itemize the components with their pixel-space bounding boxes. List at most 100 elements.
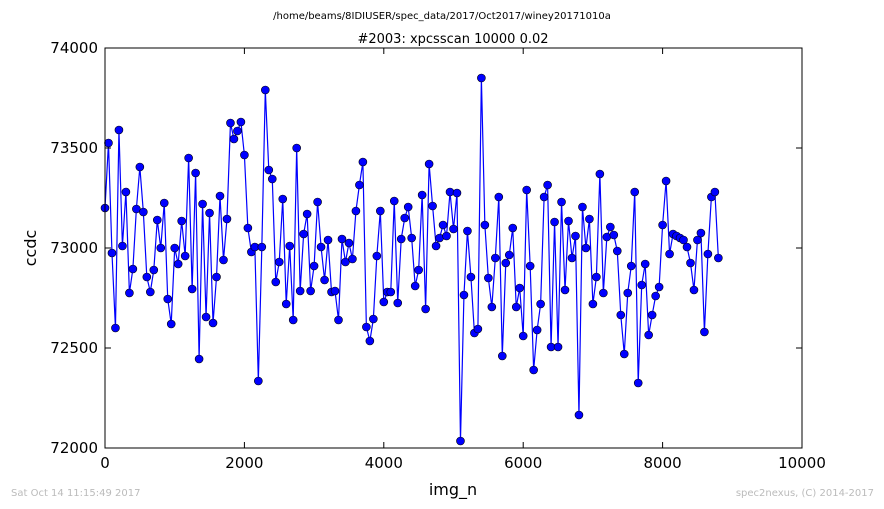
data-point	[424, 159, 434, 169]
data-point	[539, 192, 549, 202]
data-point	[504, 250, 514, 260]
data-point	[320, 275, 329, 285]
data-point	[431, 241, 441, 251]
data-point	[571, 231, 580, 241]
data-point	[337, 234, 347, 244]
data-point	[466, 272, 476, 282]
data-point	[497, 351, 507, 361]
data-point	[501, 258, 511, 268]
y-tick-label: 74000	[50, 39, 98, 57]
x-tick-label: 8000	[644, 454, 682, 472]
data-point	[372, 251, 382, 261]
data-point	[396, 234, 406, 244]
data-point	[163, 294, 173, 304]
data-point	[306, 286, 315, 296]
data-point	[626, 261, 636, 271]
data-point	[128, 264, 138, 274]
data-point	[682, 242, 692, 252]
x-tick-label: 2000	[225, 454, 263, 472]
data-point	[710, 187, 720, 197]
data-point	[334, 315, 343, 325]
data-point	[187, 284, 197, 294]
x-tick-label: 0	[100, 454, 110, 472]
data-point	[201, 312, 211, 322]
data-point	[393, 298, 403, 308]
data-point	[104, 138, 113, 148]
data-point	[403, 202, 413, 212]
data-point	[351, 206, 361, 216]
data-point	[696, 228, 706, 238]
data-point	[543, 180, 552, 190]
data-point	[274, 257, 284, 267]
data-point	[166, 319, 176, 329]
data-point	[651, 291, 660, 301]
data-point	[219, 255, 228, 265]
data-point	[400, 213, 410, 223]
data-point	[525, 261, 535, 271]
data-point	[386, 287, 396, 297]
data-point	[389, 196, 399, 206]
data-point	[125, 288, 134, 298]
data-point	[236, 117, 246, 127]
data-point	[578, 202, 587, 212]
data-point	[281, 299, 291, 309]
data-point	[480, 220, 490, 230]
data-point	[647, 310, 657, 320]
data-point	[292, 143, 301, 153]
series-line	[104, 77, 719, 442]
data-point	[417, 190, 427, 200]
data-point	[477, 73, 486, 83]
data-point	[619, 349, 629, 359]
data-point	[459, 290, 469, 300]
data-point	[240, 150, 249, 160]
data-point	[508, 223, 518, 233]
data-point	[222, 214, 232, 224]
data-point	[358, 157, 368, 167]
x-tick-label: 10000	[778, 454, 826, 472]
data-point	[344, 238, 354, 248]
data-point	[142, 272, 152, 282]
data-point	[616, 310, 626, 320]
data-point	[560, 285, 570, 295]
data-point	[309, 261, 319, 271]
data-point	[184, 153, 193, 163]
data-point	[156, 243, 166, 253]
x-tick-label: 6000	[504, 454, 542, 472]
data-point	[686, 258, 695, 268]
data-point	[355, 180, 364, 190]
data-point	[609, 230, 619, 240]
data-point	[316, 242, 326, 252]
data-point	[180, 251, 190, 261]
data-point	[177, 216, 186, 226]
data-point	[330, 286, 340, 296]
y-tick-label: 72500	[50, 339, 98, 357]
data-point	[146, 287, 155, 297]
data-point	[208, 318, 218, 328]
data-point	[553, 342, 563, 352]
x-axis-label: img_n	[429, 480, 477, 500]
data-point	[271, 277, 281, 287]
credit-footer: spec2nexus, (C) 2014-2017	[735, 488, 874, 499]
data-point	[515, 283, 525, 293]
y-tick-label: 72000	[50, 439, 98, 457]
data-point	[511, 302, 521, 312]
data-point	[640, 259, 650, 269]
data-point	[557, 197, 566, 207]
data-point	[654, 282, 664, 292]
data-point	[149, 265, 159, 275]
data-point	[376, 206, 385, 216]
data-point	[456, 436, 465, 446]
data-point	[452, 188, 462, 198]
data-point	[644, 330, 653, 340]
data-point	[637, 280, 646, 290]
data-point	[442, 231, 451, 241]
data-point	[198, 199, 207, 209]
data-point	[574, 410, 584, 420]
data-point	[703, 249, 713, 259]
data-point	[205, 208, 214, 218]
data-point	[285, 241, 295, 251]
data-point	[257, 242, 267, 252]
data-point	[111, 323, 120, 333]
data-point	[348, 254, 357, 264]
